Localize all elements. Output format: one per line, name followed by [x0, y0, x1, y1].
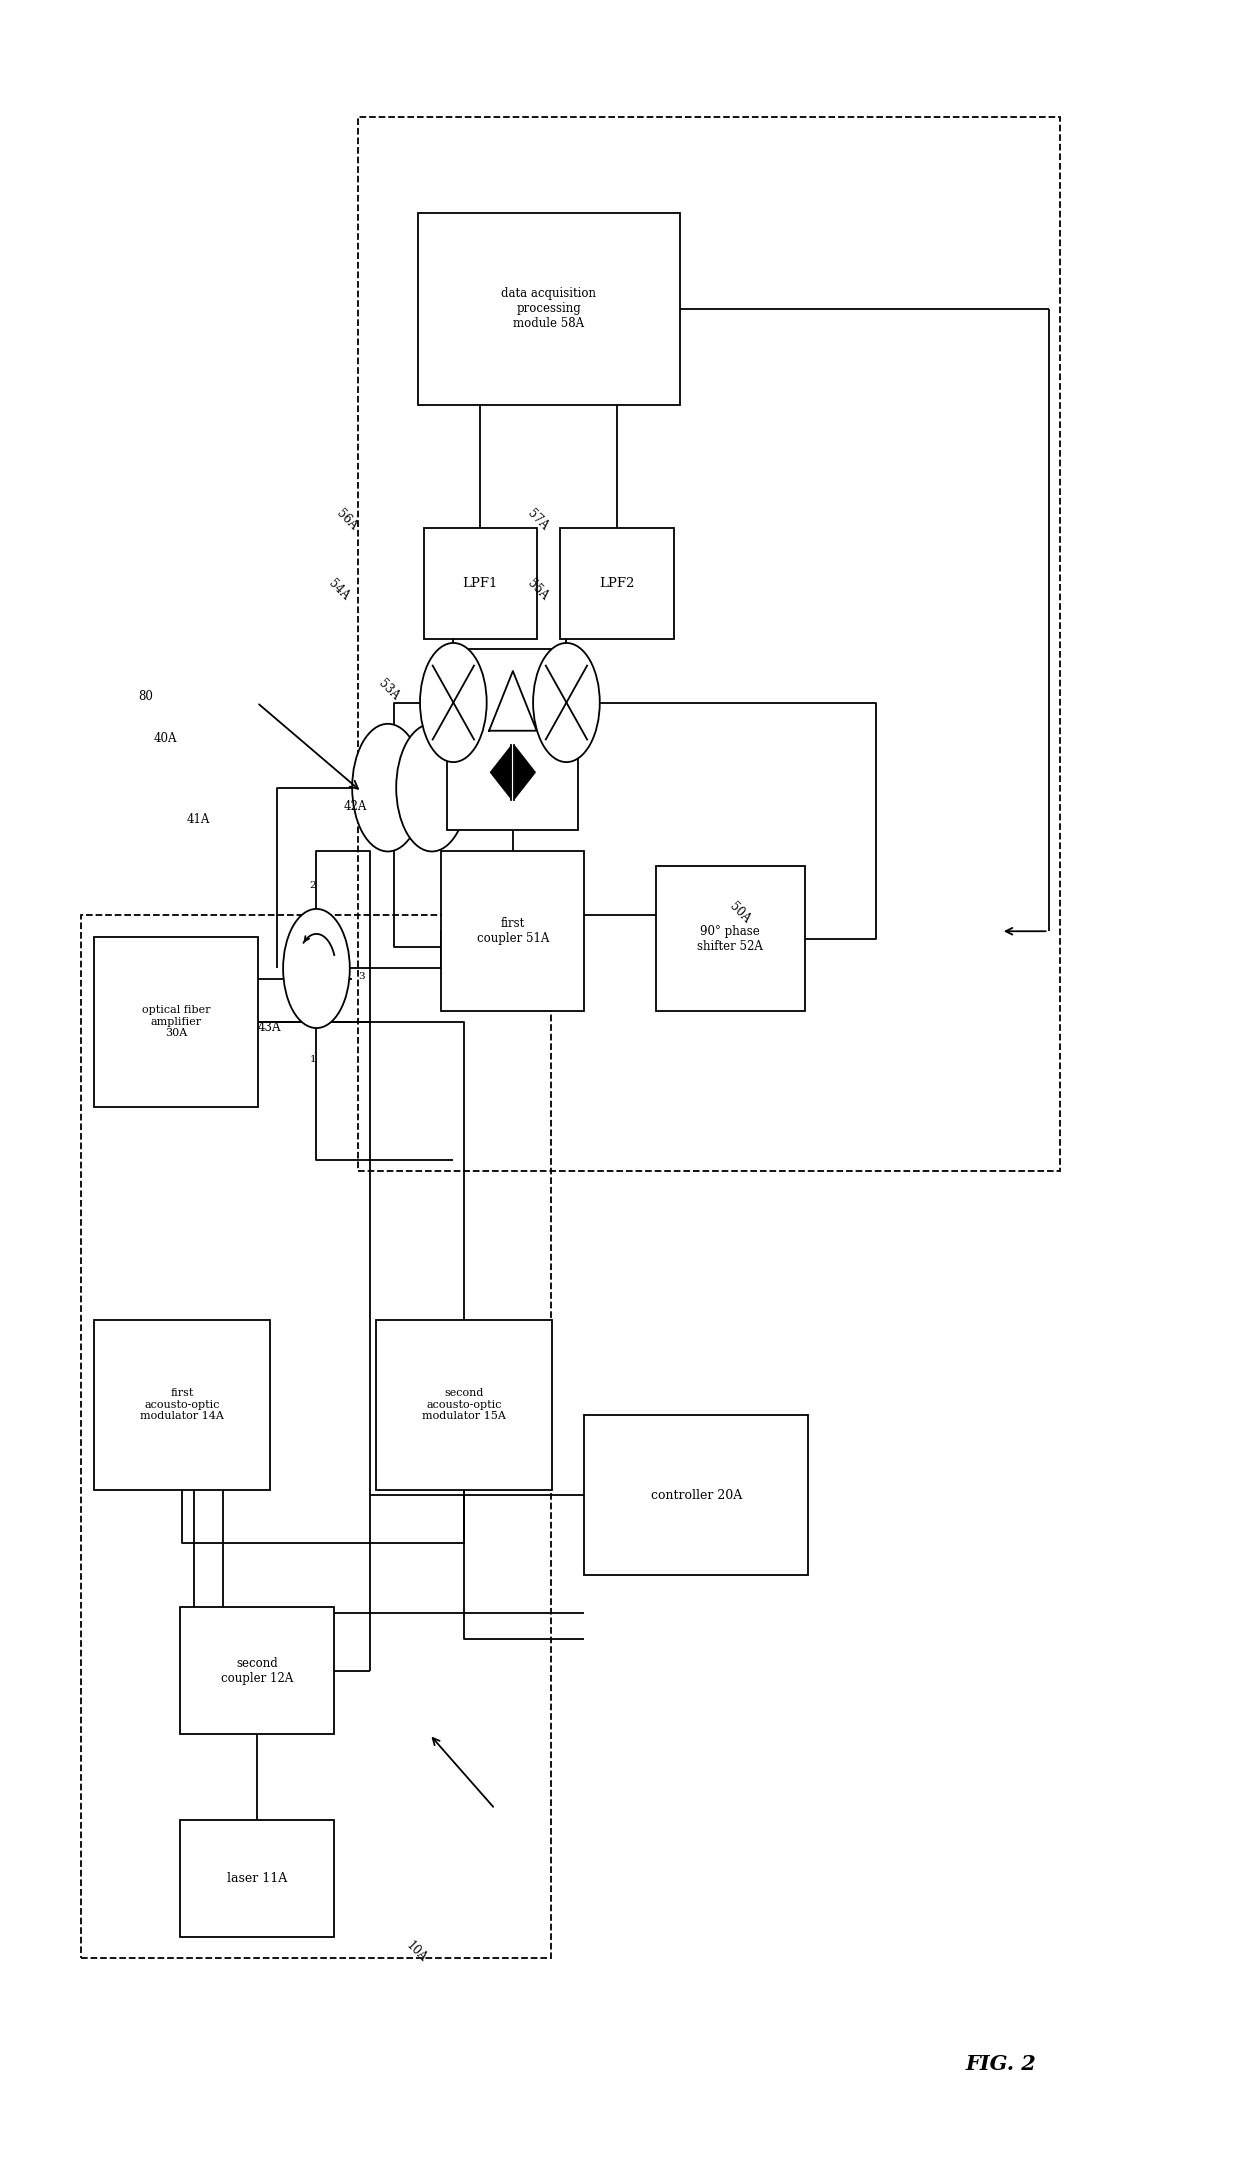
Text: LPF1: LPF1: [463, 577, 497, 591]
Bar: [81, 916, 551, 1958]
Text: 53A: 53A: [376, 677, 402, 703]
Text: controller 20A: controller 20A: [651, 1489, 742, 1502]
Bar: [560, 528, 673, 638]
Text: 40A: 40A: [154, 732, 177, 745]
Bar: [180, 1819, 335, 1937]
Bar: [94, 1320, 270, 1489]
Text: LPF2: LPF2: [599, 577, 635, 591]
Text: 54A: 54A: [326, 577, 352, 604]
Bar: [418, 213, 680, 404]
Text: 41A: 41A: [187, 812, 210, 825]
Text: 57A: 57A: [525, 506, 551, 532]
Text: 3: 3: [358, 973, 365, 981]
Text: FIG. 2: FIG. 2: [966, 2054, 1037, 2073]
Text: 55A: 55A: [525, 577, 551, 604]
Text: 80: 80: [138, 690, 153, 703]
Bar: [584, 1415, 808, 1574]
Text: optical fiber
amplifier
30A: optical fiber amplifier 30A: [141, 1005, 211, 1038]
Circle shape: [283, 910, 350, 1029]
Text: 43A: 43A: [258, 1020, 281, 1033]
Bar: [180, 1607, 335, 1735]
Text: first
coupler 51A: first coupler 51A: [476, 918, 549, 944]
Text: 42A: 42A: [343, 801, 367, 814]
Text: data acquisition
processing
module 58A: data acquisition processing module 58A: [501, 287, 596, 330]
Text: 56A: 56A: [335, 506, 360, 532]
Text: 50A: 50A: [727, 901, 753, 927]
Text: 10A: 10A: [403, 1939, 429, 1965]
Text: 90° phase
shifter 52A: 90° phase shifter 52A: [697, 925, 763, 953]
Bar: [94, 936, 258, 1107]
Circle shape: [352, 723, 424, 851]
Text: 1: 1: [310, 1055, 316, 1064]
Bar: [424, 528, 537, 638]
Circle shape: [397, 723, 467, 851]
Text: second
acousto-optic
modulator 15A: second acousto-optic modulator 15A: [422, 1387, 506, 1422]
Bar: [358, 117, 1060, 1170]
Circle shape: [533, 643, 600, 762]
Polygon shape: [490, 745, 511, 799]
Bar: [376, 1320, 552, 1489]
Text: laser 11A: laser 11A: [227, 1871, 286, 1884]
Text: 2: 2: [310, 881, 316, 890]
Text: second
coupler 12A: second coupler 12A: [221, 1656, 293, 1685]
Circle shape: [420, 643, 486, 762]
Text: first
acousto-optic
modulator 14A: first acousto-optic modulator 14A: [140, 1387, 224, 1422]
Bar: [441, 851, 584, 1012]
Polygon shape: [515, 745, 536, 799]
Bar: [656, 866, 805, 1012]
Bar: [448, 649, 578, 829]
